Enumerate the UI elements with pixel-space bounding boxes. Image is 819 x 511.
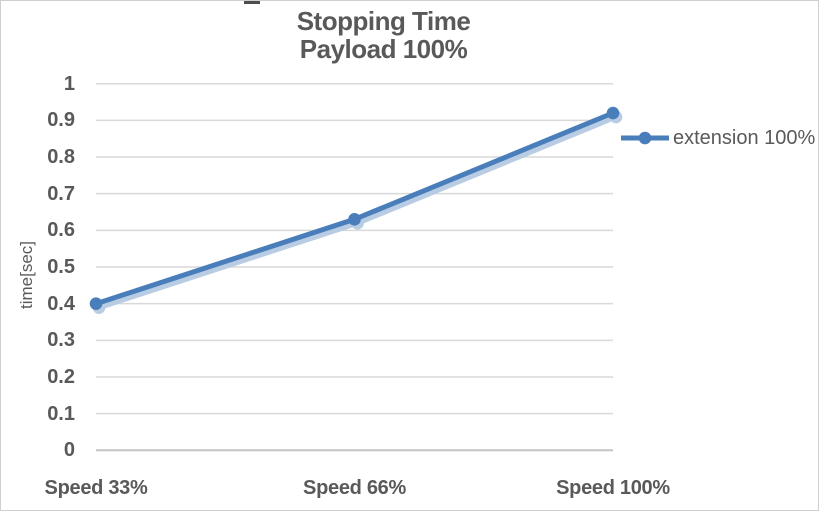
chart-title-line2: Payload 100% (299, 34, 468, 64)
y-tick-label: 0.7 (47, 182, 75, 205)
y-tick-label: 0.4 (47, 292, 75, 315)
screen-artifact-dash (244, 1, 260, 4)
data-point-marker[interactable] (348, 213, 361, 226)
chart-title: Stopping Time Payload 100% (1, 7, 766, 63)
y-tick-label: 0.5 (47, 256, 75, 278)
y-tick-label: 0.6 (47, 219, 75, 242)
y-tick-label: 0.9 (47, 109, 75, 132)
series-line[interactable] (95, 110, 614, 307)
y-tick-label: 0 (63, 439, 75, 462)
legend-label: extension 100% (673, 127, 816, 149)
y-tick-label: 0.1 (47, 402, 75, 425)
legend-line-marker-icon (621, 131, 669, 145)
y-tick-label: 0.8 (47, 146, 75, 168)
data-point-marker[interactable] (89, 297, 103, 310)
data-point-marker[interactable] (606, 106, 620, 120)
chart-title-line1: Stopping Time (296, 6, 471, 36)
legend[interactable]: extension 100% (621, 125, 815, 151)
y-tick-label: 0.2 (47, 366, 75, 388)
y-tick-label: 0.3 (47, 329, 75, 352)
y-tick-label: 1 (63, 72, 75, 95)
y-axis-tick-labels: 1 0.9 0.8 0.7 0.6 0.5 0.4 0.3 0.2 0.1 0 (1, 1, 75, 510)
